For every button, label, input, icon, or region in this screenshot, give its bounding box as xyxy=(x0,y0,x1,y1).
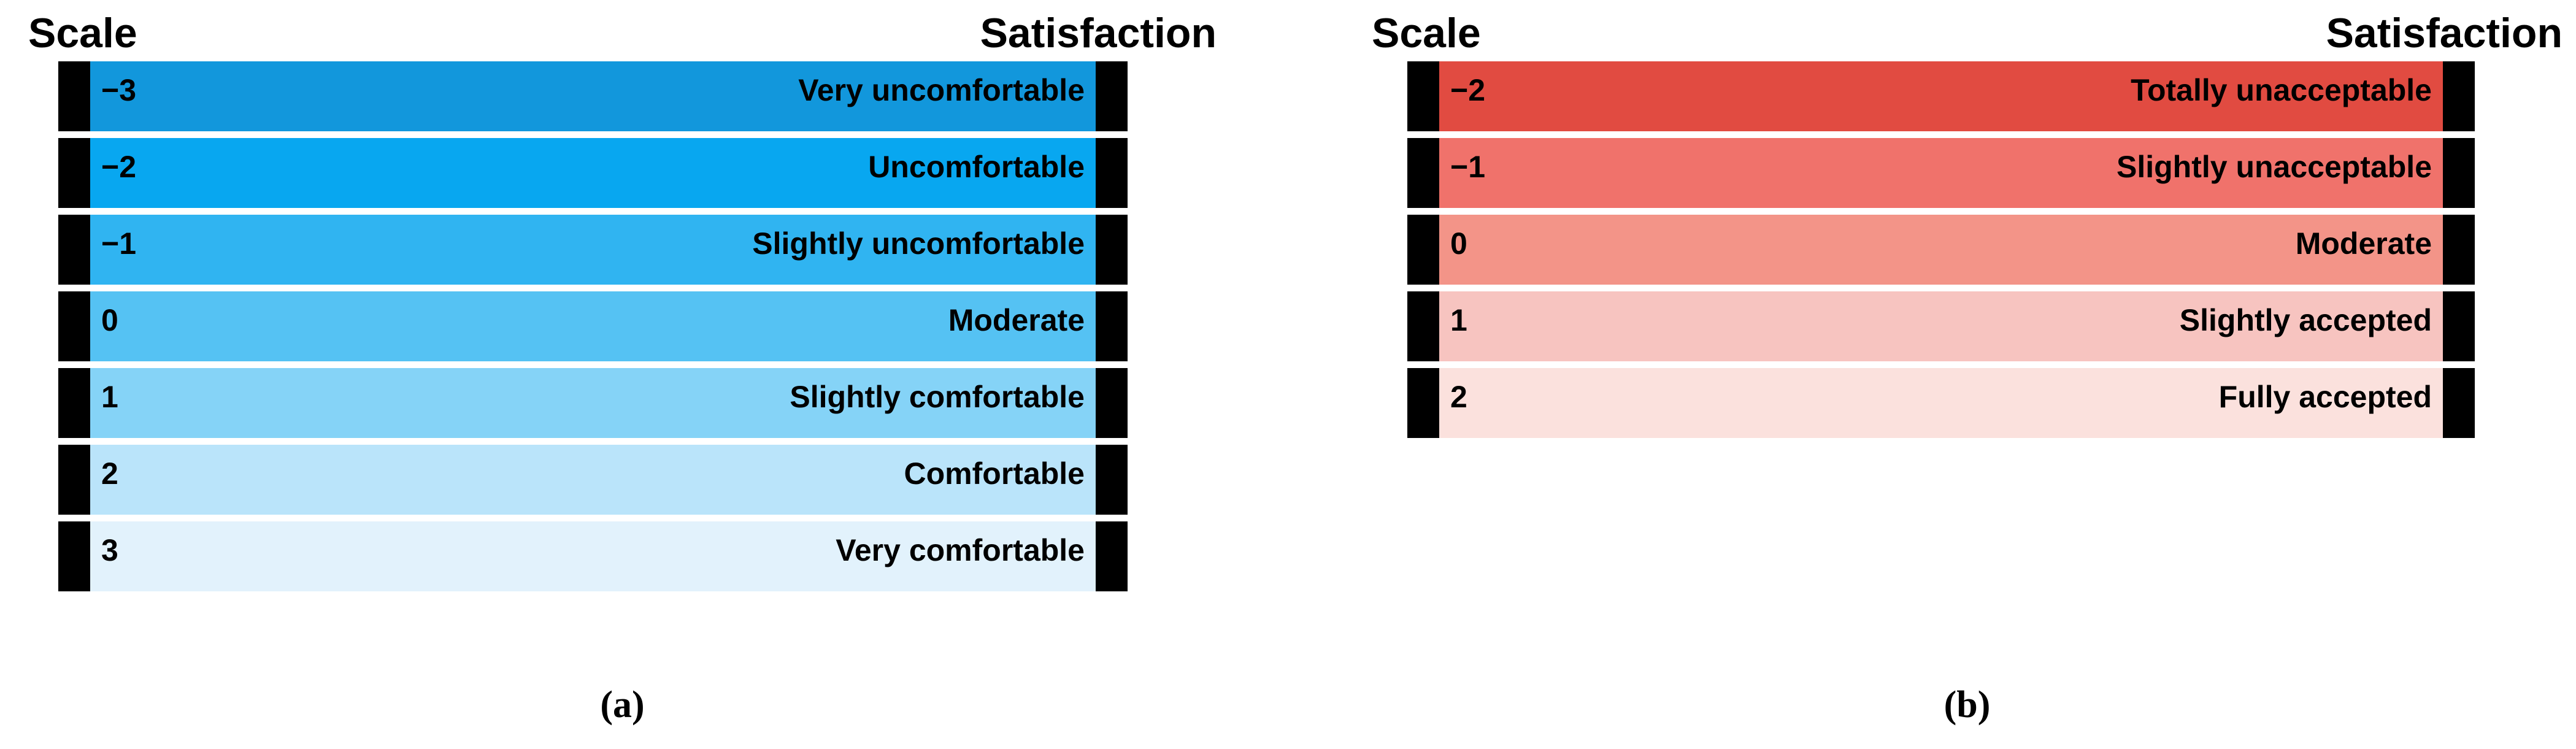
row-right-cap xyxy=(1096,138,1128,208)
row-left-cap xyxy=(58,445,90,515)
scale-value: 0 xyxy=(101,303,118,337)
scale-row: −1 Slightly unacceptable xyxy=(1407,138,2475,208)
scale-value: 1 xyxy=(1450,303,1467,337)
row-left-cap xyxy=(58,61,90,131)
scale-value: 0 xyxy=(1450,226,1467,261)
scale-bar: −2 Uncomfortable xyxy=(90,138,1096,208)
satisfaction-label: Slightly comfortable xyxy=(790,380,1085,414)
scale-value: −2 xyxy=(101,150,137,184)
scale-header-label: Scale xyxy=(28,10,137,56)
row-right-cap xyxy=(1096,215,1128,285)
scale-value: −3 xyxy=(101,73,137,107)
scale-bar: 2 Fully accepted xyxy=(1439,368,2443,438)
scale-bar: 0 Moderate xyxy=(1439,215,2443,285)
satisfaction-label: Totally unacceptable xyxy=(2131,73,2432,107)
satisfaction-label: Slightly accepted xyxy=(2179,303,2432,337)
caption-a: (a) xyxy=(600,684,645,726)
row-right-cap xyxy=(2443,368,2475,438)
row-right-cap xyxy=(2443,291,2475,361)
row-right-cap xyxy=(2443,215,2475,285)
row-left-cap xyxy=(1407,215,1439,285)
satisfaction-label: Very uncomfortable xyxy=(798,73,1085,107)
panel-a-header: Scale Satisfaction xyxy=(28,12,1217,54)
scale-row: 1 Slightly comfortable xyxy=(58,368,1128,438)
row-left-cap xyxy=(1407,138,1439,208)
panel-b-header: Scale Satisfaction xyxy=(1372,12,2563,54)
scale-bar: 1 Slightly accepted xyxy=(1439,291,2443,361)
scale-row: −1 Slightly uncomfortable xyxy=(58,215,1128,285)
scale-row: −2 Totally unacceptable xyxy=(1407,61,2475,131)
row-left-cap xyxy=(58,138,90,208)
caption-b: (b) xyxy=(1944,684,1991,726)
row-left-cap xyxy=(58,368,90,438)
row-left-cap xyxy=(1407,291,1439,361)
row-left-cap xyxy=(58,521,90,591)
satisfaction-label: Uncomfortable xyxy=(868,150,1085,184)
panel-a: Scale Satisfaction −3 Very uncomfortable… xyxy=(28,12,1217,598)
scale-row: 0 Moderate xyxy=(1407,215,2475,285)
comfort-scale-table: −3 Very uncomfortable −2 Uncomfortable −… xyxy=(58,61,1128,591)
satisfaction-label: Slightly uncomfortable xyxy=(752,226,1085,261)
satisfaction-label: Moderate xyxy=(948,303,1085,337)
row-left-cap xyxy=(58,291,90,361)
row-right-cap xyxy=(1096,368,1128,438)
row-left-cap xyxy=(1407,368,1439,438)
satisfaction-header-label: Satisfaction xyxy=(980,10,1217,56)
scale-value: 3 xyxy=(101,533,118,567)
scale-value: −1 xyxy=(1450,150,1486,184)
satisfaction-label: Slightly unacceptable xyxy=(2116,150,2432,184)
scale-row: 3 Very comfortable xyxy=(58,521,1128,591)
scale-header-label: Scale xyxy=(1372,10,1481,56)
scale-bar: −1 Slightly uncomfortable xyxy=(90,215,1096,285)
row-right-cap xyxy=(1096,61,1128,131)
scale-row: 0 Moderate xyxy=(58,291,1128,361)
satisfaction-header-label: Satisfaction xyxy=(2326,10,2563,56)
row-right-cap xyxy=(1096,445,1128,515)
row-left-cap xyxy=(1407,61,1439,131)
row-right-cap xyxy=(2443,61,2475,131)
acceptance-scale-table: −2 Totally unacceptable −1 Slightly unac… xyxy=(1407,61,2475,438)
scale-row: 1 Slightly accepted xyxy=(1407,291,2475,361)
row-left-cap xyxy=(58,215,90,285)
scale-bar: 0 Moderate xyxy=(90,291,1096,361)
scale-value: −1 xyxy=(101,226,137,261)
scale-value: −2 xyxy=(1450,73,1486,107)
satisfaction-label: Comfortable xyxy=(904,456,1085,491)
scale-bar: 3 Very comfortable xyxy=(90,521,1096,591)
satisfaction-label: Moderate xyxy=(2295,226,2432,261)
scale-value: 2 xyxy=(101,456,118,491)
scale-bar: −3 Very uncomfortable xyxy=(90,61,1096,131)
row-right-cap xyxy=(1096,291,1128,361)
scale-bar: 1 Slightly comfortable xyxy=(90,368,1096,438)
satisfaction-label: Very comfortable xyxy=(836,533,1085,567)
scale-row: −3 Very uncomfortable xyxy=(58,61,1128,131)
scale-bar: −1 Slightly unacceptable xyxy=(1439,138,2443,208)
scale-value: 2 xyxy=(1450,380,1467,414)
scale-row: −2 Uncomfortable xyxy=(58,138,1128,208)
scale-value: 1 xyxy=(101,380,118,414)
row-right-cap xyxy=(1096,521,1128,591)
row-right-cap xyxy=(2443,138,2475,208)
scale-row: 2 Fully accepted xyxy=(1407,368,2475,438)
scale-bar: 2 Comfortable xyxy=(90,445,1096,515)
scale-row: 2 Comfortable xyxy=(58,445,1128,515)
panel-b: Scale Satisfaction −2 Totally unacceptab… xyxy=(1372,12,2563,445)
scale-bar: −2 Totally unacceptable xyxy=(1439,61,2443,131)
satisfaction-label: Fully accepted xyxy=(2218,380,2432,414)
